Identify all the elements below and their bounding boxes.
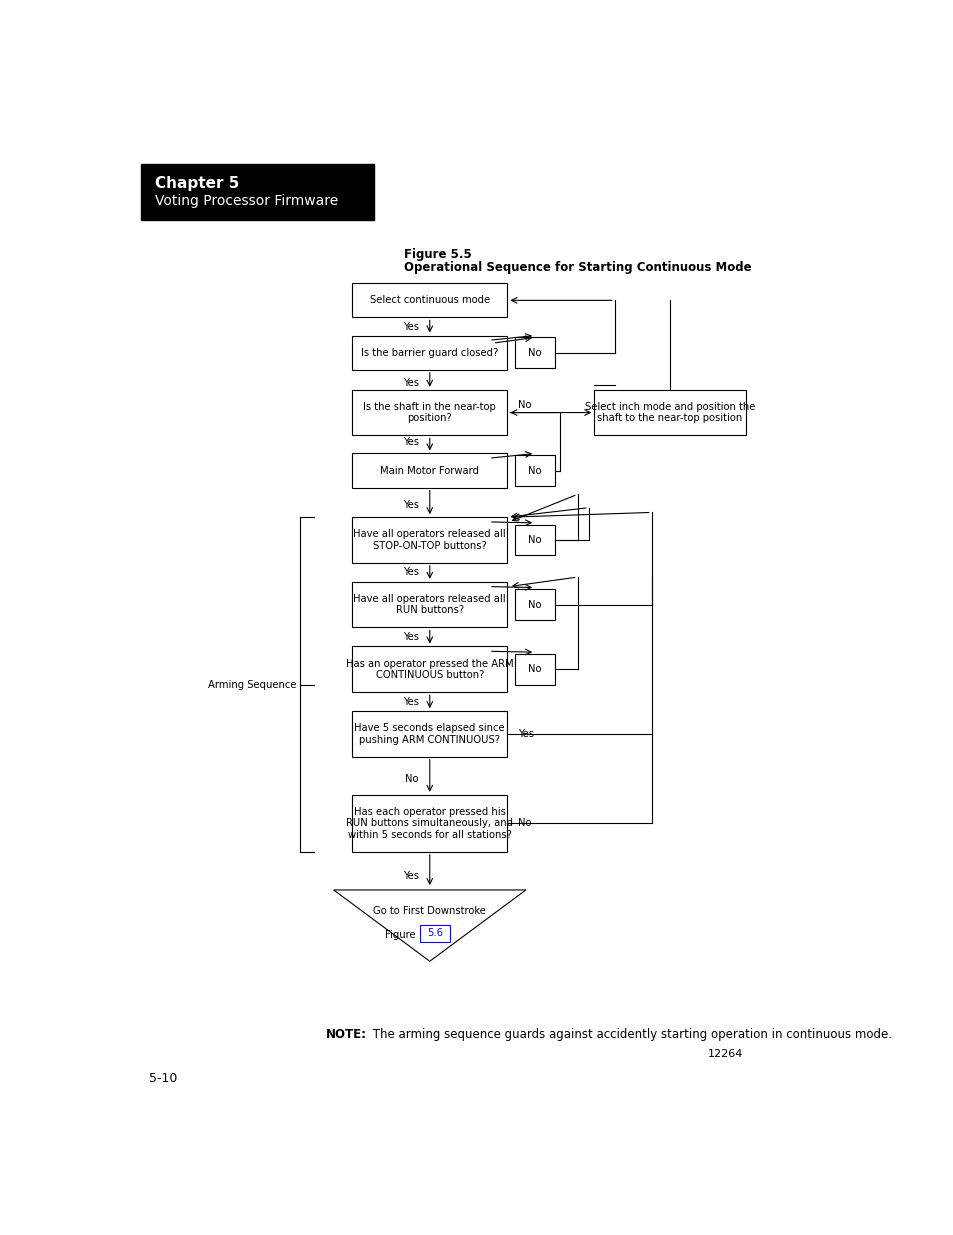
Text: 12264: 12264 <box>707 1049 742 1058</box>
Text: 5.6: 5.6 <box>427 929 442 939</box>
Text: Have all operators released all
RUN buttons?: Have all operators released all RUN butt… <box>354 594 505 615</box>
FancyBboxPatch shape <box>515 655 555 684</box>
FancyBboxPatch shape <box>515 337 555 368</box>
FancyBboxPatch shape <box>141 164 374 220</box>
Text: Voting Processor Firmware: Voting Processor Firmware <box>154 194 337 207</box>
FancyBboxPatch shape <box>352 646 507 692</box>
FancyBboxPatch shape <box>352 453 507 488</box>
Text: Figure 5.5: Figure 5.5 <box>403 248 471 262</box>
Text: Select continuous mode: Select continuous mode <box>370 295 489 305</box>
Text: Yes: Yes <box>402 321 418 331</box>
FancyBboxPatch shape <box>419 925 449 942</box>
Text: No: No <box>528 348 541 358</box>
Text: Yes: Yes <box>402 871 418 881</box>
Text: No: No <box>528 664 541 674</box>
Text: 5-10: 5-10 <box>149 1072 177 1084</box>
Text: Yes: Yes <box>402 436 418 447</box>
FancyBboxPatch shape <box>352 390 507 436</box>
FancyBboxPatch shape <box>515 589 555 620</box>
Text: No: No <box>518 819 532 829</box>
Text: Chapter 5: Chapter 5 <box>154 175 239 191</box>
FancyBboxPatch shape <box>352 336 507 369</box>
Text: Operational Sequence for Starting Continuous Mode: Operational Sequence for Starting Contin… <box>403 261 751 274</box>
Text: Have 5 seconds elapsed since
pushing ARM CONTINUOUS?: Have 5 seconds elapsed since pushing ARM… <box>355 724 504 745</box>
Text: Yes: Yes <box>402 378 418 388</box>
Text: No: No <box>518 400 532 410</box>
FancyBboxPatch shape <box>594 390 745 436</box>
Text: No: No <box>528 600 541 610</box>
Text: No: No <box>528 535 541 545</box>
Text: Main Motor Forward: Main Motor Forward <box>380 466 478 475</box>
Text: The arming sequence guards against accidently starting operation in continuous m: The arming sequence guards against accid… <box>369 1028 891 1041</box>
FancyBboxPatch shape <box>352 711 507 757</box>
FancyBboxPatch shape <box>352 283 507 317</box>
Text: Yes: Yes <box>402 500 418 510</box>
Text: Go to First Downstroke: Go to First Downstroke <box>373 906 486 916</box>
FancyBboxPatch shape <box>352 582 507 627</box>
FancyBboxPatch shape <box>515 525 555 556</box>
Text: Yes: Yes <box>402 567 418 577</box>
Text: Arming Sequence: Arming Sequence <box>208 679 296 689</box>
Text: Is the shaft in the near-top
position?: Is the shaft in the near-top position? <box>363 401 496 424</box>
FancyBboxPatch shape <box>352 795 507 852</box>
Text: Is the barrier guard closed?: Is the barrier guard closed? <box>361 348 497 358</box>
FancyBboxPatch shape <box>352 517 507 563</box>
Text: Figure: Figure <box>384 930 418 940</box>
Text: Have all operators released all
STOP-ON-TOP buttons?: Have all operators released all STOP-ON-… <box>354 529 505 551</box>
Text: Select inch mode and position the
shaft to the near-top position: Select inch mode and position the shaft … <box>584 401 755 424</box>
Text: Has an operator pressed the ARM
CONTINUOUS button?: Has an operator pressed the ARM CONTINUO… <box>346 658 513 680</box>
Text: No: No <box>528 466 541 475</box>
Text: Yes: Yes <box>402 632 418 642</box>
Text: Has each operator pressed his
RUN buttons simultaneously, and
within 5 seconds f: Has each operator pressed his RUN button… <box>346 806 513 840</box>
Text: NOTE:: NOTE: <box>326 1028 367 1041</box>
FancyBboxPatch shape <box>515 456 555 485</box>
Text: Yes: Yes <box>402 697 418 706</box>
Text: No: No <box>405 773 418 784</box>
Text: Yes: Yes <box>518 729 534 739</box>
